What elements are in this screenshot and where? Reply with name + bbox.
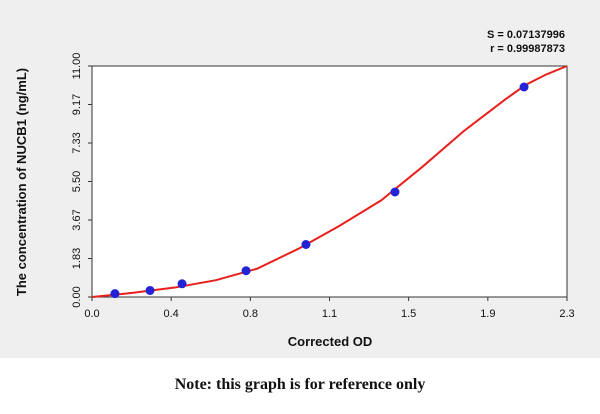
data-point [145, 285, 155, 295]
data-point [390, 187, 400, 197]
y-tick-label: 1.83 [71, 248, 83, 269]
x-tick-label: 1.5 [401, 308, 416, 320]
y-tick-label: 7.33 [71, 132, 83, 153]
x-tick-label: 0.8 [243, 308, 258, 320]
note: Note: this graph is for reference only [175, 376, 426, 393]
data-point [519, 82, 529, 92]
x-tick-label: 1.9 [480, 308, 495, 320]
y-axis-title: The concentration of NUCB1 (ng/mL) [14, 68, 29, 296]
plot-area [91, 65, 568, 298]
data-point [301, 240, 311, 249]
y-tick-label: 9.17 [71, 94, 83, 115]
y-tick-label: 11.00 [71, 53, 83, 80]
annotation: r = 0.99987873 [490, 43, 565, 55]
y-tick-label: 5.50 [71, 171, 83, 192]
y-tick-label: 3.67 [71, 209, 83, 230]
y-tick-label: 0.00 [71, 286, 83, 307]
annotation: S = 0.07137996 [487, 29, 565, 41]
x-tick-label: 0.4 [164, 308, 179, 320]
data-point [110, 289, 120, 299]
data-point [241, 266, 251, 276]
x-tick-label: 1.1 [322, 308, 337, 320]
data-point [177, 279, 187, 289]
x-tick-label: 0.0 [84, 308, 99, 320]
x-tick-label: 2.3 [559, 308, 574, 320]
x-axis-title: Corrected OD [288, 334, 373, 349]
